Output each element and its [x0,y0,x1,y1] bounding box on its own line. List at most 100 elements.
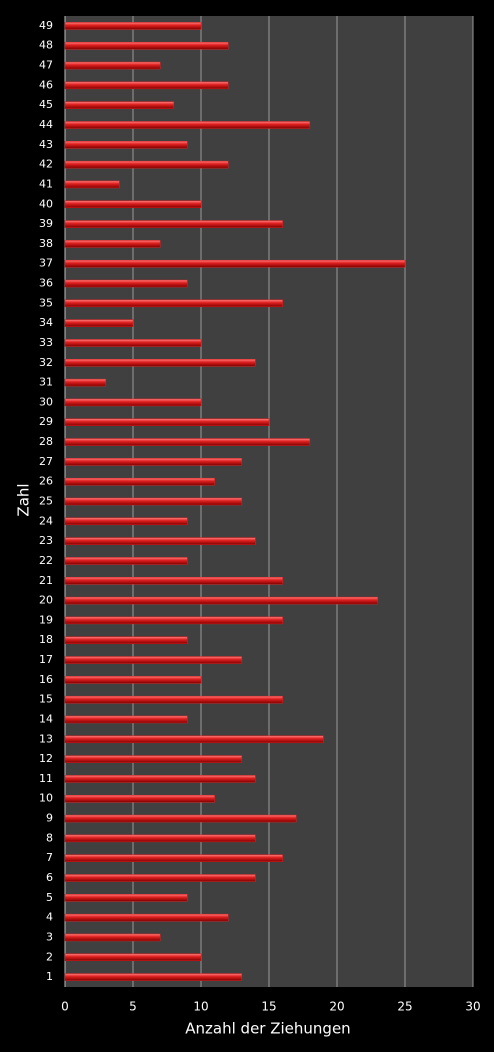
bar [64,973,243,981]
bar [64,537,256,545]
y-tick-label: 16 [39,673,53,686]
y-tick-label: 19 [39,613,53,626]
bar [64,874,256,882]
y-tick-label: 37 [39,257,53,270]
bar [64,477,215,486]
x-tick-label: 30 [465,1000,480,1014]
y-tick-label: 20 [39,594,53,607]
y-tick-label: 33 [39,336,53,349]
y-tick-label: 13 [39,732,53,745]
bar [64,418,270,426]
bar [64,577,283,585]
y-tick-label: 41 [39,177,53,190]
y-tick-label: 40 [39,197,53,210]
bar [64,339,202,347]
y-tick-label: 12 [39,752,53,765]
bar [64,517,188,526]
bar [64,200,202,209]
bar [64,894,188,902]
bar [64,458,243,466]
bar [64,279,188,288]
y-tick-label: 43 [39,138,53,151]
y-tick-label: 36 [39,277,53,290]
bar [64,636,188,644]
y-tick-label: 18 [39,633,53,646]
y-tick-label: 11 [39,772,53,785]
bar [64,101,175,109]
y-tick-label: 21 [39,574,53,587]
bar [64,359,256,367]
y-tick-label: 28 [39,435,53,448]
bar [64,755,243,763]
x-tick-label: 20 [329,1000,344,1014]
x-tick-label: 5 [129,1000,137,1014]
bar [64,834,256,843]
bar [64,61,161,70]
bar [64,240,161,248]
x-axis-label: Anzahl der Ziehungen [185,1020,350,1038]
bar [64,715,188,724]
x-tick-label: 0 [61,1000,69,1014]
y-tick-label: 45 [39,98,53,111]
y-tick-label: 30 [39,395,53,408]
bar [64,913,229,922]
y-tick-label: 17 [39,653,53,666]
y-tick-label: 29 [39,415,53,428]
y-tick-label: 24 [39,514,53,527]
y-tick-label: 10 [39,792,53,805]
bar [64,220,283,228]
x-tick-label: 25 [397,1000,412,1014]
bar [64,596,379,605]
y-axis-label: Zahl [15,483,33,516]
bar [64,676,202,684]
y-tick-label: 9 [46,812,53,825]
bar [64,854,283,862]
bar [64,22,202,30]
y-tick-label: 39 [39,217,53,230]
y-tick-label: 1 [46,970,53,983]
y-tick-label: 46 [39,78,53,91]
x-tick-label: 15 [261,1000,276,1014]
y-tick-label: 4 [46,911,53,924]
y-tick-label: 32 [39,356,53,369]
bar [64,497,243,506]
y-tick-label: 42 [39,158,53,171]
bar [64,933,161,942]
bar [64,814,297,823]
y-tick-label: 48 [39,39,53,52]
bar [64,656,243,664]
y-tick-label: 22 [39,554,53,567]
bar [64,557,188,565]
y-tick-label: 3 [46,930,53,943]
bar [64,160,229,169]
y-tick-label: 5 [46,891,53,904]
y-tick-label: 49 [39,19,53,32]
bar [64,438,311,446]
bar [64,180,120,189]
bar [64,121,311,129]
bar [64,695,283,704]
y-tick-label: 2 [46,950,53,963]
bar [64,259,406,268]
y-tick-label: 6 [46,871,53,884]
bar [64,41,229,50]
bar [64,81,229,90]
bar [64,953,202,962]
bar [64,398,202,407]
bar [64,775,256,783]
y-tick-label: 35 [39,296,53,309]
y-tick-label: 8 [46,831,53,844]
bar [64,319,134,327]
y-tick-label: 38 [39,237,53,250]
y-tick-label: 25 [39,495,53,508]
y-tick-label: 47 [39,59,53,72]
y-tick-label: 15 [39,693,53,706]
bar [64,141,188,149]
bar [64,299,283,308]
y-tick-label: 7 [46,851,53,864]
y-tick-label: 34 [39,316,53,329]
y-tick-label: 31 [39,376,53,389]
y-tick-label: 26 [39,475,53,488]
y-tick-label: 44 [39,118,53,131]
